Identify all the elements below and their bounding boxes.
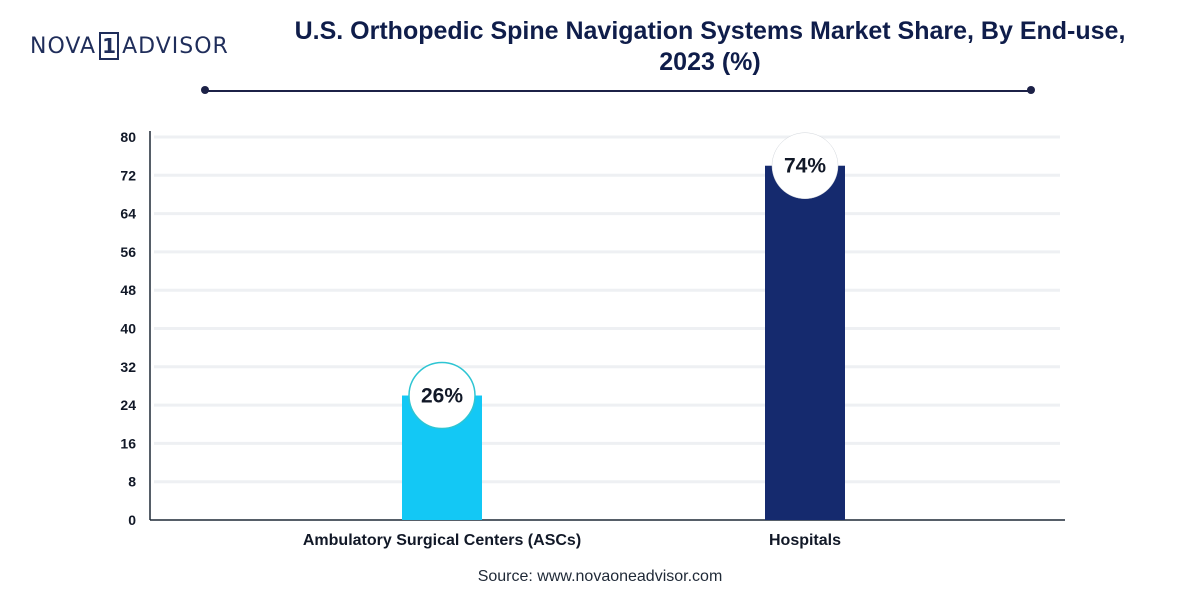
data-label-circle [771, 132, 839, 199]
x-tick-label: Ambulatory Surgical Centers (ASCs) [303, 532, 581, 549]
y-tick-label: 8 [128, 474, 136, 490]
data-label: 26% [421, 385, 463, 408]
y-tick-label: 80 [120, 129, 136, 145]
chart-title-line-2: 2023 (%) [659, 48, 761, 76]
y-tick-label: 64 [120, 206, 136, 222]
source-note: Source: www.novaoneadvisor.com [477, 568, 723, 585]
brand-logo-mark: 1 [99, 32, 120, 60]
data-label-circle [408, 361, 476, 430]
chart-title-line-1: U.S. Orthopedic Spine Navigation Systems… [294, 17, 1126, 45]
y-tick-label: 48 [120, 282, 136, 298]
bar [765, 165, 845, 520]
title-underline-dot-right [1027, 86, 1035, 94]
y-tick-label: 0 [128, 512, 136, 528]
y-tick-label: 72 [120, 167, 136, 183]
y-tick-label: 40 [120, 321, 136, 337]
brand-logo-left: NOVA [30, 33, 97, 59]
title-underline [205, 90, 1031, 92]
y-tick-label: 56 [120, 244, 136, 260]
y-tick-label: 24 [120, 397, 136, 413]
title-underline-dot-left [201, 86, 209, 94]
data-label: 74% [784, 155, 826, 178]
y-tick-label: 16 [120, 435, 136, 451]
x-tick-label: Hospitals [769, 532, 841, 549]
brand-logo: NOVA 1 ADVISOR [30, 31, 229, 61]
y-tick-label: 32 [120, 359, 136, 375]
brand-logo-right: ADVISOR [122, 33, 229, 59]
chart-title: U.S. Orthopedic Spine Navigation Systems… [240, 16, 1180, 78]
